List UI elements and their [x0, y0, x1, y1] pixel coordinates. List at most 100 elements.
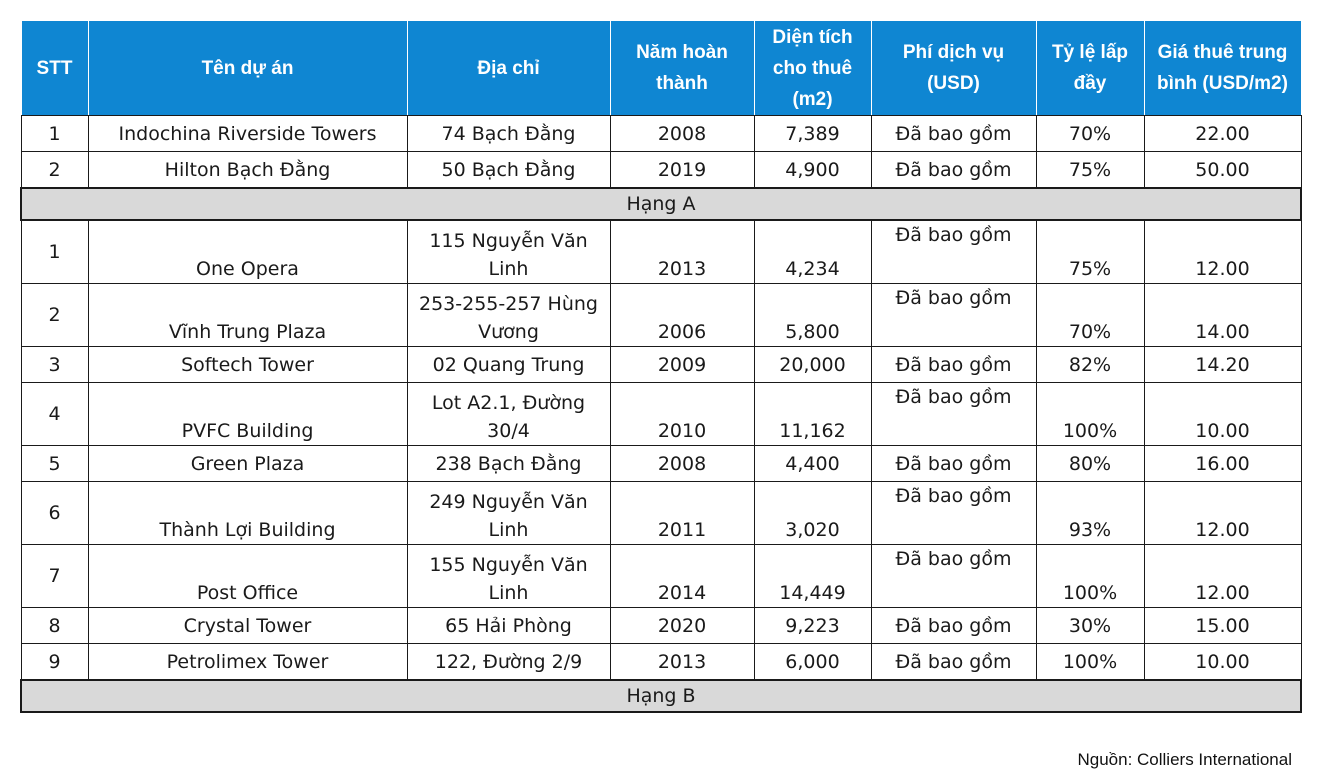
cell-leasable-area: 14,449 [753, 544, 872, 608]
cell-stt: 7 [20, 544, 89, 608]
cell-occupancy-rate: 100% [1035, 382, 1145, 446]
header-completion-year: Năm hoàn thành [609, 20, 755, 116]
cell-service-fee: Đã bao gồm [870, 607, 1037, 644]
cell-project-name: Thành Lợi Building [87, 481, 408, 545]
cell-service-fee: Đã bao gồm [870, 283, 1037, 347]
cell-stt: 1 [20, 115, 89, 152]
cell-completion-year: 2008 [609, 445, 755, 482]
header-stt: STT [20, 20, 89, 116]
cell-leasable-area: 4,234 [753, 219, 872, 284]
cell-occupancy-rate: 100% [1035, 544, 1145, 608]
table-row: 6 Thành Lợi Building 249 Nguyễn Văn Linh 20… [20, 481, 1302, 545]
cell-completion-year: 2011 [609, 481, 755, 545]
cell-stt: 9 [20, 643, 89, 681]
cell-service-fee: Đã bao gồm [870, 219, 1037, 284]
cell-address: 238 Bạch Đằng [406, 445, 611, 482]
cell-occupancy-rate: 75% [1035, 151, 1145, 189]
cell-address: 249 Nguyễn Văn Linh [406, 481, 611, 545]
cell-leasable-area: 4,900 [753, 151, 872, 189]
cell-average-rent: 12.00 [1143, 219, 1302, 284]
cell-service-fee: Đã bao gồm [870, 445, 1037, 482]
cell-completion-year: 2014 [609, 544, 755, 608]
office-rental-table: STT Tên dự án Địa chỉ Năm hoàn thành Diệ… [20, 20, 1302, 713]
cell-completion-year: 2020 [609, 607, 755, 644]
cell-stt: 8 [20, 607, 89, 644]
source-note: Nguồn: Colliers International [1077, 750, 1292, 769]
cell-stt: 3 [20, 346, 89, 383]
cell-address: 155 Nguyễn Văn Linh [406, 544, 611, 608]
cell-stt: 4 [20, 382, 89, 446]
table-row: 9 Petrolimex Tower 122, Đường 2/9 2013 6,000… [20, 643, 1302, 681]
cell-service-fee: Đã bao gồm [870, 382, 1037, 446]
cell-occupancy-rate: 82% [1035, 346, 1145, 383]
cell-completion-year: 2013 [609, 219, 755, 284]
table-row: 4 PVFC Building Lot A2.1, Đường 30/4 2010 11… [20, 382, 1302, 446]
cell-occupancy-rate: 70% [1035, 115, 1145, 152]
group-label: Hạng B [20, 679, 1302, 713]
cell-stt: 2 [20, 283, 89, 347]
cell-address: Lot A2.1, Đường 30/4 [406, 382, 611, 446]
cell-leasable-area: 20,000 [753, 346, 872, 383]
header-address: Địa chỉ [406, 20, 611, 116]
group-row: Hạng A [20, 187, 1302, 221]
table-row: 2 Hilton Bạch Đằng 50 Bạch Đằng 2019 4,900 Đã… [20, 151, 1302, 189]
cell-address: 02 Quang Trung [406, 346, 611, 383]
cell-occupancy-rate: 70% [1035, 283, 1145, 347]
cell-average-rent: 14.20 [1143, 346, 1302, 383]
cell-completion-year: 2008 [609, 115, 755, 152]
cell-stt: 5 [20, 445, 89, 482]
cell-stt: 2 [20, 151, 89, 189]
table-header: STT Tên dự án Địa chỉ Năm hoàn thành Diệ… [20, 20, 1302, 116]
cell-occupancy-rate: 100% [1035, 643, 1145, 681]
cell-stt: 1 [20, 219, 89, 284]
cell-project-name: PVFC Building [87, 382, 408, 446]
cell-completion-year: 2019 [609, 151, 755, 189]
cell-occupancy-rate: 30% [1035, 607, 1145, 644]
table-row: 5 Green Plaza 238 Bạch Đằng 2008 4,400 Đã bao… [20, 445, 1302, 482]
table-row: 2 Vĩnh Trung Plaza 253-255-257 Hùng Vương 2… [20, 283, 1302, 347]
cell-project-name: Vĩnh Trung Plaza [87, 283, 408, 347]
cell-project-name: One Opera [87, 219, 408, 284]
cell-project-name: Post Office [87, 544, 408, 608]
cell-leasable-area: 7,389 [753, 115, 872, 152]
cell-average-rent: 50.00 [1143, 151, 1302, 189]
cell-address: 122, Đường 2/9 [406, 643, 611, 681]
cell-service-fee: Đã bao gồm [870, 115, 1037, 152]
cell-leasable-area: 9,223 [753, 607, 872, 644]
cell-leasable-area: 4,400 [753, 445, 872, 482]
cell-average-rent: 14.00 [1143, 283, 1302, 347]
cell-completion-year: 2006 [609, 283, 755, 347]
cell-average-rent: 10.00 [1143, 382, 1302, 446]
cell-leasable-area: 6,000 [753, 643, 872, 681]
cell-address: 74 Bạch Đằng [406, 115, 611, 152]
cell-address: 253-255-257 Hùng Vương [406, 283, 611, 347]
cell-service-fee: Đã bao gồm [870, 544, 1037, 608]
table-row: 7 Post Office 155 Nguyễn Văn Linh 2014 14,44… [20, 544, 1302, 608]
group-label: Hạng A [20, 187, 1302, 221]
cell-project-name: Petrolimex Tower [87, 643, 408, 681]
cell-leasable-area: 11,162 [753, 382, 872, 446]
cell-project-name: Hilton Bạch Đằng [87, 151, 408, 189]
cell-average-rent: 10.00 [1143, 643, 1302, 681]
cell-leasable-area: 3,020 [753, 481, 872, 545]
cell-service-fee: Đã bao gồm [870, 151, 1037, 189]
cell-address: 65 Hải Phòng [406, 607, 611, 644]
cell-stt: 6 [20, 481, 89, 545]
header-leasable-area: Diện tích cho thuê (m2) [753, 20, 872, 116]
cell-average-rent: 16.00 [1143, 445, 1302, 482]
cell-address: 50 Bạch Đằng [406, 151, 611, 189]
cell-occupancy-rate: 80% [1035, 445, 1145, 482]
cell-leasable-area: 5,800 [753, 283, 872, 347]
cell-completion-year: 2010 [609, 382, 755, 446]
cell-project-name: Indochina Riverside Towers [87, 115, 408, 152]
header-project-name: Tên dự án [87, 20, 408, 116]
group-row: Hạng B [20, 679, 1302, 713]
table-row: 1 One Opera 115 Nguyễn Văn Linh 2013 4,234 Đã… [20, 219, 1302, 284]
cell-average-rent: 15.00 [1143, 607, 1302, 644]
cell-completion-year: 2009 [609, 346, 755, 383]
header-occupancy-rate: Tỷ lệ lấp đầy [1035, 20, 1145, 116]
cell-service-fee: Đã bao gồm [870, 481, 1037, 545]
cell-project-name: Softech Tower [87, 346, 408, 383]
cell-service-fee: Đã bao gồm [870, 346, 1037, 383]
cell-project-name: Crystal Tower [87, 607, 408, 644]
